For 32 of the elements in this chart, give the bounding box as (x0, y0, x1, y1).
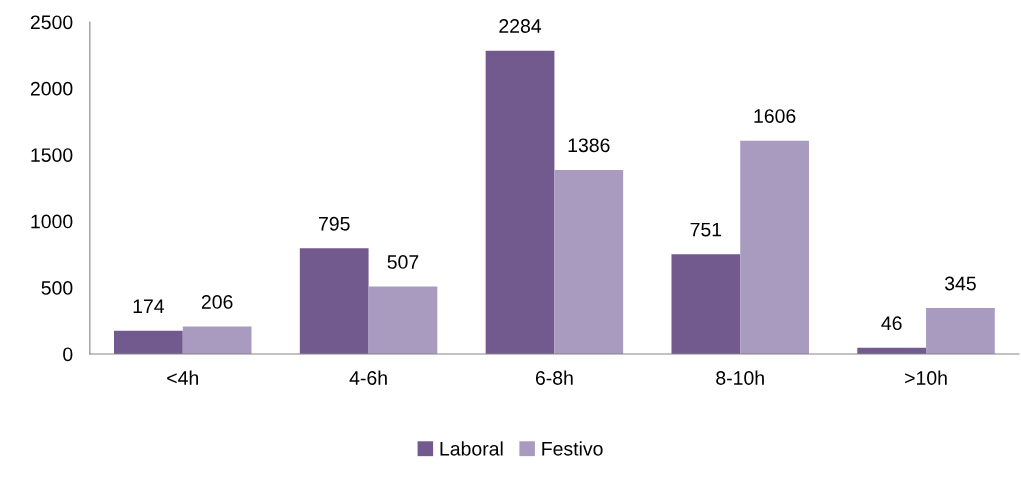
data-label: 751 (690, 222, 722, 237)
data-label: 1606 (754, 109, 796, 123)
bar (114, 330, 183, 354)
x-tick-label: 8-10h (716, 370, 764, 385)
y-tick-label: 2500 (30, 15, 73, 30)
y-tick-label: 2000 (30, 81, 73, 96)
y-tick-label: 1000 (31, 214, 73, 229)
data-label: 345 (944, 276, 976, 291)
legend-label: Laboral (440, 441, 503, 456)
bar (182, 326, 252, 354)
bar (485, 50, 555, 354)
y-tick-label: 1500 (31, 148, 73, 162)
data-label: 46 (881, 316, 902, 331)
data-label: 174 (133, 299, 165, 313)
bar (671, 254, 741, 354)
bar (926, 308, 995, 354)
data-label: 206 (201, 295, 233, 309)
x-tick-label: 4-6h (349, 370, 387, 385)
data-label: 795 (318, 216, 350, 231)
bar (740, 140, 809, 354)
data-label: 507 (387, 255, 419, 269)
y-tick-label: 500 (41, 281, 73, 295)
x-tick-label: 6-8h (535, 370, 573, 385)
data-label: 1386 (568, 138, 610, 153)
bar (299, 248, 369, 354)
y-tick-label: 0 (63, 347, 73, 362)
legend-label: Festivo (542, 441, 603, 456)
data-label: 2284 (499, 19, 542, 33)
bar (554, 169, 624, 354)
x-tick-label: >10h (905, 370, 947, 385)
x-tick-label: <4h (167, 370, 198, 385)
bar (368, 286, 438, 354)
